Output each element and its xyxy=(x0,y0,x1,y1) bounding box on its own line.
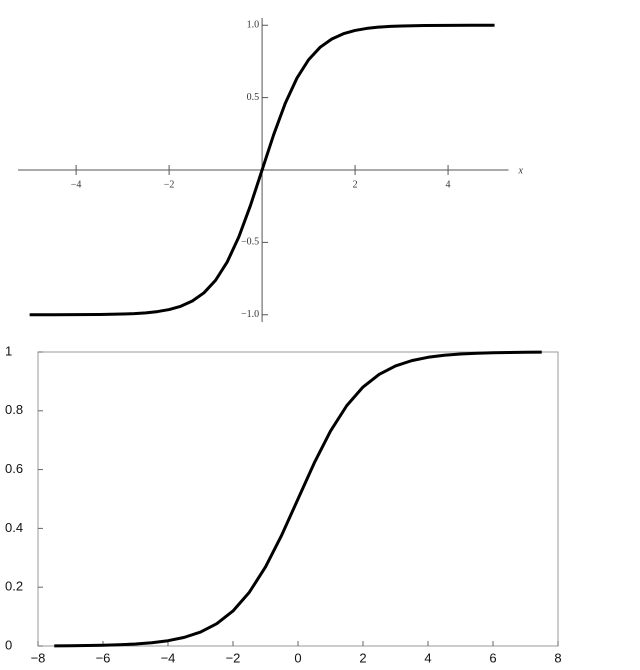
y-tick-label: 0.5 xyxy=(247,92,260,103)
x-tick-label: −2 xyxy=(226,650,241,665)
x-axis-label: x xyxy=(518,165,524,176)
x-tick-label: 6 xyxy=(489,650,496,665)
x-tick-label: −4 xyxy=(161,650,176,665)
x-tick-label: 4 xyxy=(424,650,431,665)
curve xyxy=(54,350,542,648)
x-tick-label: 0 xyxy=(294,650,301,665)
x-tick-label: −8 xyxy=(31,650,46,665)
x-tick-label: 2 xyxy=(353,179,358,190)
chart: x −4 −2 2 4 −1.0 −0.5 0.5 1.0 xyxy=(18,18,524,322)
x-tick-label: 2 xyxy=(359,650,366,665)
y-tick-label: 0.4 xyxy=(5,520,23,535)
y-tick-label: 0.8 xyxy=(5,402,23,417)
x-tick-label: −4 xyxy=(71,179,82,190)
x-tick-label: 8 xyxy=(554,650,561,665)
y-tick-label: 0.2 xyxy=(5,579,23,594)
x-tick-label: −2 xyxy=(164,179,175,190)
x-tick-label: 4 xyxy=(446,179,451,190)
y-tick-label: 0.6 xyxy=(5,461,23,476)
y-tick-label: 1 xyxy=(5,343,12,358)
x-tick-label: −6 xyxy=(96,650,111,665)
curve xyxy=(29,23,495,317)
y-tick-label: −1.0 xyxy=(241,309,259,320)
y-tick-label: 0 xyxy=(5,637,12,652)
y-tick-label: 1.0 xyxy=(247,20,260,31)
y-tick-label: −0.5 xyxy=(241,237,259,248)
chart: −8 −6 −4 −2 0 2 4 6 8 0 0.2 0.4 0.6 0.8 1 xyxy=(5,343,562,665)
